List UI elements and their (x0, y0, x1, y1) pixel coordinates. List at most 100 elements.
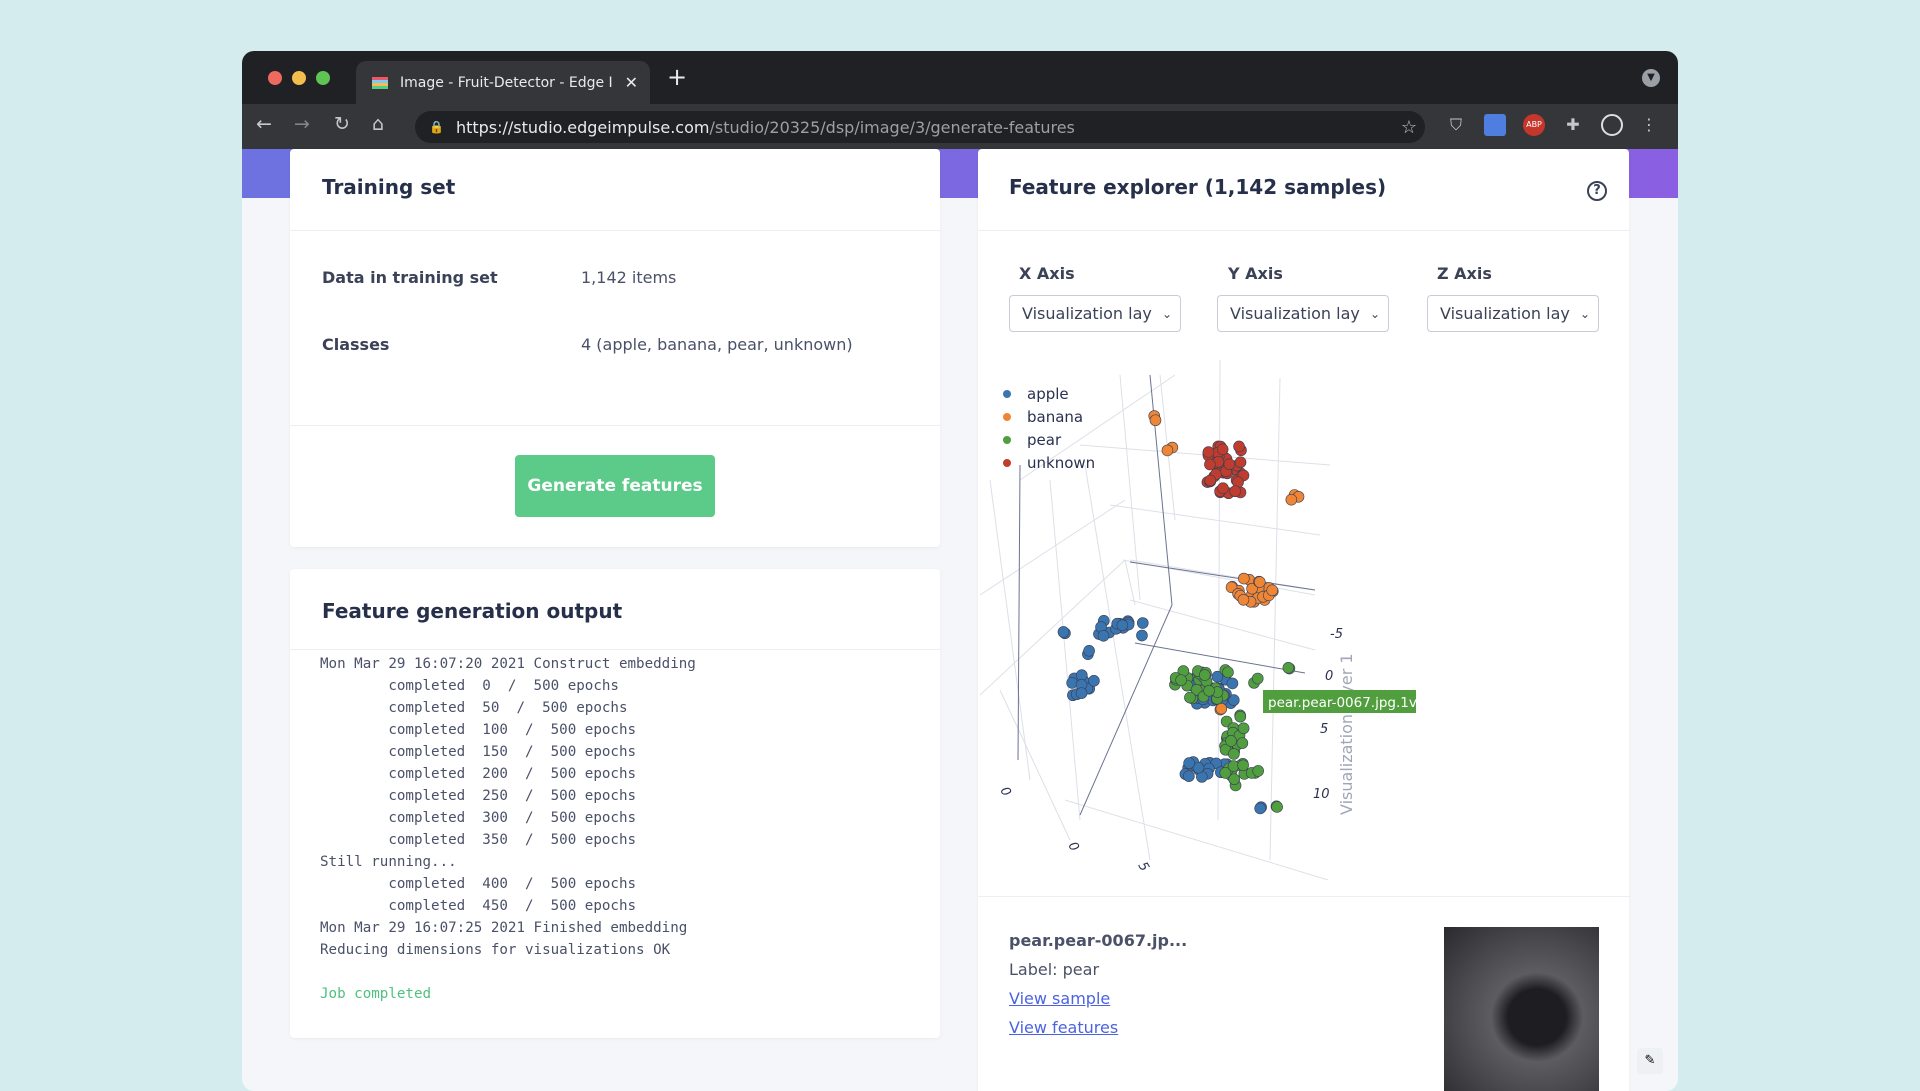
help-icon[interactable]: ? (1587, 181, 1607, 201)
pear-point (1228, 748, 1240, 760)
home-icon[interactable]: ⌂ (372, 113, 385, 135)
browser-tab[interactable]: Image - Fruit-Detector - Edge I ✕ (356, 61, 650, 104)
sample-thumbnail (1444, 927, 1599, 1091)
classes-label: Classes (322, 335, 390, 354)
axis-line (1149, 374, 1173, 606)
divider (290, 425, 940, 426)
new-tab-button[interactable]: + (667, 63, 688, 91)
edge-impulse-favicon-icon (372, 76, 388, 89)
puzzle-extensions-icon[interactable]: ✚ (1566, 115, 1580, 134)
log-line: completed 450 / 500 epochs (320, 898, 637, 914)
close-tab-icon[interactable]: ✕ (624, 73, 638, 92)
pear-point (1282, 661, 1295, 674)
profile-avatar[interactable] (1601, 114, 1623, 136)
pear-point (1234, 710, 1247, 723)
log-line: Mon Mar 29 16:07:20 2021 Construct embed… (320, 656, 696, 672)
training-set-card: Training set Data in training set 1,142 … (290, 149, 940, 547)
tick-label: -5 (1330, 627, 1343, 642)
y-axis-select[interactable]: Visualization lay ⌄ (1217, 295, 1389, 332)
grid-line (1084, 464, 1151, 861)
pear-point (1203, 685, 1215, 697)
x-axis-select[interactable]: Visualization lay ⌄ (1009, 295, 1181, 332)
apple-point (1183, 757, 1195, 769)
log-line: completed 50 / 500 epochs (320, 700, 628, 716)
pear-point (1222, 666, 1234, 679)
grid-line (1124, 559, 1136, 606)
apple-point (1057, 626, 1070, 638)
pear-point (1225, 735, 1237, 747)
pear-point (1236, 737, 1249, 749)
apple-point (1083, 645, 1095, 657)
unknown-point (1204, 474, 1217, 487)
maximize-window-button[interactable] (316, 71, 330, 85)
close-window-button[interactable] (268, 71, 282, 85)
sample-label: Label: pear (1009, 960, 1100, 979)
chevron-down-icon: ⌄ (1579, 306, 1590, 321)
legend-marker-banana (1003, 413, 1011, 421)
axis-line (1129, 561, 1316, 591)
tooltip-box (1263, 690, 1416, 713)
data-in-training-set-label: Data in training set (322, 268, 498, 287)
output-title: Feature generation output (322, 599, 623, 623)
feature-generation-output-card: Feature generation output Mon Mar 29 16:… (290, 569, 940, 1038)
generate-features-button[interactable]: Generate features (515, 455, 715, 517)
view-sample-link[interactable]: View sample (1009, 989, 1111, 1008)
apple-point (1183, 770, 1195, 782)
grid-line (1217, 360, 1221, 821)
apple-point (1097, 629, 1110, 642)
output-log: Mon Mar 29 16:07:20 2021 Construct embed… (320, 653, 696, 1005)
adblock-icon[interactable]: ABP (1523, 114, 1545, 136)
log-line: completed 100 / 500 epochs (320, 722, 637, 738)
grid-line (999, 689, 1071, 841)
tab-search-icon[interactable]: ▼ (1642, 69, 1660, 87)
training-set-title: Training set (322, 175, 456, 199)
axis-line (1134, 642, 1306, 674)
banana-point (1253, 576, 1266, 588)
legend-label-apple: apple (1027, 385, 1069, 403)
extension-icon[interactable] (1484, 114, 1506, 136)
browser-menu-icon[interactable]: ⋮ (1641, 115, 1657, 134)
legend-label-banana: banana (1027, 408, 1083, 426)
minimize-window-button[interactable] (292, 71, 306, 85)
reload-icon[interactable]: ↻ (334, 113, 350, 135)
pear-point (1252, 765, 1264, 777)
forward-icon[interactable]: → (294, 113, 310, 135)
apple-point (1088, 674, 1100, 687)
z-axis-select[interactable]: Visualization lay ⌄ (1427, 295, 1599, 332)
legend-label-pear: pear (1027, 431, 1062, 449)
feature-explorer-title: Feature explorer (1,142 samples) (1009, 175, 1387, 199)
view-features-link[interactable]: View features (1009, 1018, 1119, 1037)
grid-line (980, 499, 1126, 596)
back-icon[interactable]: ← (256, 113, 272, 135)
feedback-icon[interactable]: ✎ (1637, 1048, 1663, 1074)
log-line: Mon Mar 29 16:07:25 2021 Finished embedd… (320, 920, 688, 936)
page-content: Training set Data in training set 1,142 … (242, 149, 1678, 1091)
divider (978, 896, 1629, 897)
apple-point (1211, 670, 1224, 683)
grid-line (1129, 599, 1316, 651)
pear-point (1184, 691, 1196, 704)
grid-line (1019, 374, 1176, 481)
divider (290, 649, 940, 650)
pear-point (1237, 759, 1249, 772)
data-in-training-set-value: 1,142 items (581, 268, 677, 287)
grid-line (1049, 479, 1081, 821)
unknown-point (1233, 440, 1245, 453)
pocket-icon[interactable]: ⛉ (1449, 115, 1462, 134)
log-line: completed 400 / 500 epochs (320, 876, 637, 892)
address-bar[interactable]: 🔒 https://studio.edgeimpulse.com/studio/… (415, 111, 1425, 143)
pear-point (1251, 672, 1264, 685)
apple-point (1136, 629, 1148, 642)
3d-scatter-plot[interactable]: apple banana pear unknown -5 0 5 10 0 0 5 Visualiza… (980, 360, 1628, 880)
z-axis-select-value: Visualization lay (1440, 304, 1570, 323)
unknown-point (1204, 458, 1216, 471)
apple-point (1192, 761, 1205, 774)
tick-label: 5 (1320, 722, 1328, 737)
banana-point (1266, 584, 1279, 597)
bookmark-star-icon[interactable]: ☆ (1400, 116, 1417, 138)
browser-toolbar: ← → ↻ ⌂ 🔒 https://studio.edgeimpulse.com… (242, 104, 1678, 149)
tab-bar: Image - Fruit-Detector - Edge I ✕ + ▼ (242, 51, 1678, 104)
x-axis-select-value: Visualization lay (1022, 304, 1152, 323)
x-axis-label: X Axis (1019, 264, 1075, 283)
tick-label: 0 (997, 785, 1014, 800)
